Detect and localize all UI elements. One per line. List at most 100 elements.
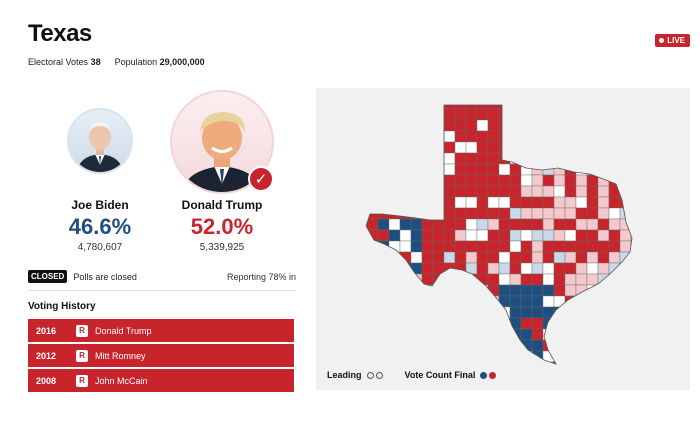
county-cell[interactable] [597,108,610,121]
county-cell[interactable] [498,328,511,341]
county-cell[interactable] [630,163,642,176]
county-cell[interactable] [356,141,368,154]
county-cell[interactable] [642,164,653,175]
county-cell[interactable] [586,152,599,165]
county-cell[interactable] [421,229,434,242]
county-cell[interactable] [586,141,599,154]
county-cell[interactable] [564,130,577,143]
county-cell[interactable] [630,350,642,363]
county-cell[interactable] [454,185,467,198]
county-cell[interactable] [630,229,642,242]
county-cell[interactable] [432,152,445,165]
county-cell[interactable] [432,141,445,154]
county-cell[interactable] [542,152,555,165]
county-cell[interactable] [498,229,511,242]
county-cell[interactable] [465,141,478,154]
county-cell[interactable] [487,98,500,110]
county-cell[interactable] [575,130,588,143]
county-cell[interactable] [564,350,577,363]
county-cell[interactable] [608,229,621,242]
county-cell[interactable] [356,185,368,198]
county-cell[interactable] [487,152,500,165]
county-cell[interactable] [542,229,555,242]
county-cell[interactable] [443,339,456,352]
county-cell[interactable] [377,295,390,308]
county-cell[interactable] [356,174,368,187]
county-cell[interactable] [487,262,500,275]
county-cell[interactable] [531,98,544,110]
county-cell[interactable] [575,251,588,264]
county-cell[interactable] [465,306,478,319]
county-cell[interactable] [410,98,423,110]
county-cell[interactable] [377,317,390,330]
county-cell[interactable] [377,207,390,220]
county-cell[interactable] [410,328,423,341]
county-cell[interactable] [465,174,478,187]
voting-history-row[interactable]: 2012 R Mitt Romney [28,344,294,367]
county-cell[interactable] [356,108,368,121]
county-cell[interactable] [531,251,544,264]
county-cell[interactable] [542,240,555,253]
county-cell[interactable] [509,306,522,319]
county-cell[interactable] [531,207,544,220]
county-cell[interactable] [630,295,642,308]
county-cell[interactable] [586,251,599,264]
county-cell[interactable] [399,339,412,352]
county-cell[interactable] [510,373,521,384]
county-cell[interactable] [630,262,642,275]
county-cell[interactable] [608,152,621,165]
county-cell[interactable] [421,218,434,231]
county-cell[interactable] [597,306,610,319]
county-cell[interactable] [597,262,610,275]
county-cell[interactable] [399,152,412,165]
county-cell[interactable] [575,229,588,242]
county-cell[interactable] [553,130,566,143]
county-cell[interactable] [542,317,555,330]
county-cell[interactable] [608,339,621,352]
county-cell[interactable] [366,273,379,286]
county-cell[interactable] [642,175,653,186]
county-cell[interactable] [421,350,434,363]
county-cell[interactable] [465,185,478,198]
county-cell[interactable] [366,98,379,110]
county-cell[interactable] [509,218,522,231]
county-cell[interactable] [575,174,588,187]
county-cell[interactable] [608,163,621,176]
county-cell[interactable] [388,251,401,264]
county-cell[interactable] [531,108,544,121]
county-cell[interactable] [399,174,412,187]
county-cell[interactable] [410,240,423,253]
county-cell[interactable] [609,373,620,384]
county-cell[interactable] [465,317,478,330]
county-cell[interactable] [531,174,544,187]
county-cell[interactable] [399,295,412,308]
county-cell[interactable] [520,185,533,198]
county-cell[interactable] [356,240,368,253]
county-cell[interactable] [388,273,401,286]
county-cell[interactable] [642,120,653,131]
county-cell[interactable] [619,328,632,341]
county-cell[interactable] [553,98,566,110]
county-cell[interactable] [586,163,599,176]
county-cell[interactable] [366,174,379,187]
county-cell[interactable] [520,306,533,319]
county-cell[interactable] [487,185,500,198]
county-cell[interactable] [553,229,566,242]
county-cell[interactable] [575,273,588,286]
county-cell[interactable] [531,273,544,286]
county-cell[interactable] [421,328,434,341]
county-cell[interactable] [542,339,555,352]
county-cell[interactable] [598,373,609,384]
county-cell[interactable] [476,130,489,143]
county-cell[interactable] [443,207,456,220]
county-cell[interactable] [509,273,522,286]
county-cell[interactable] [366,284,379,297]
county-cell[interactable] [410,108,423,121]
county-cell[interactable] [630,141,642,154]
county-cell[interactable] [520,152,533,165]
county-cell[interactable] [542,196,555,209]
county-cell[interactable] [619,361,632,373]
county-cell[interactable] [586,240,599,253]
county-cell[interactable] [564,196,577,209]
county-cell[interactable] [487,218,500,231]
